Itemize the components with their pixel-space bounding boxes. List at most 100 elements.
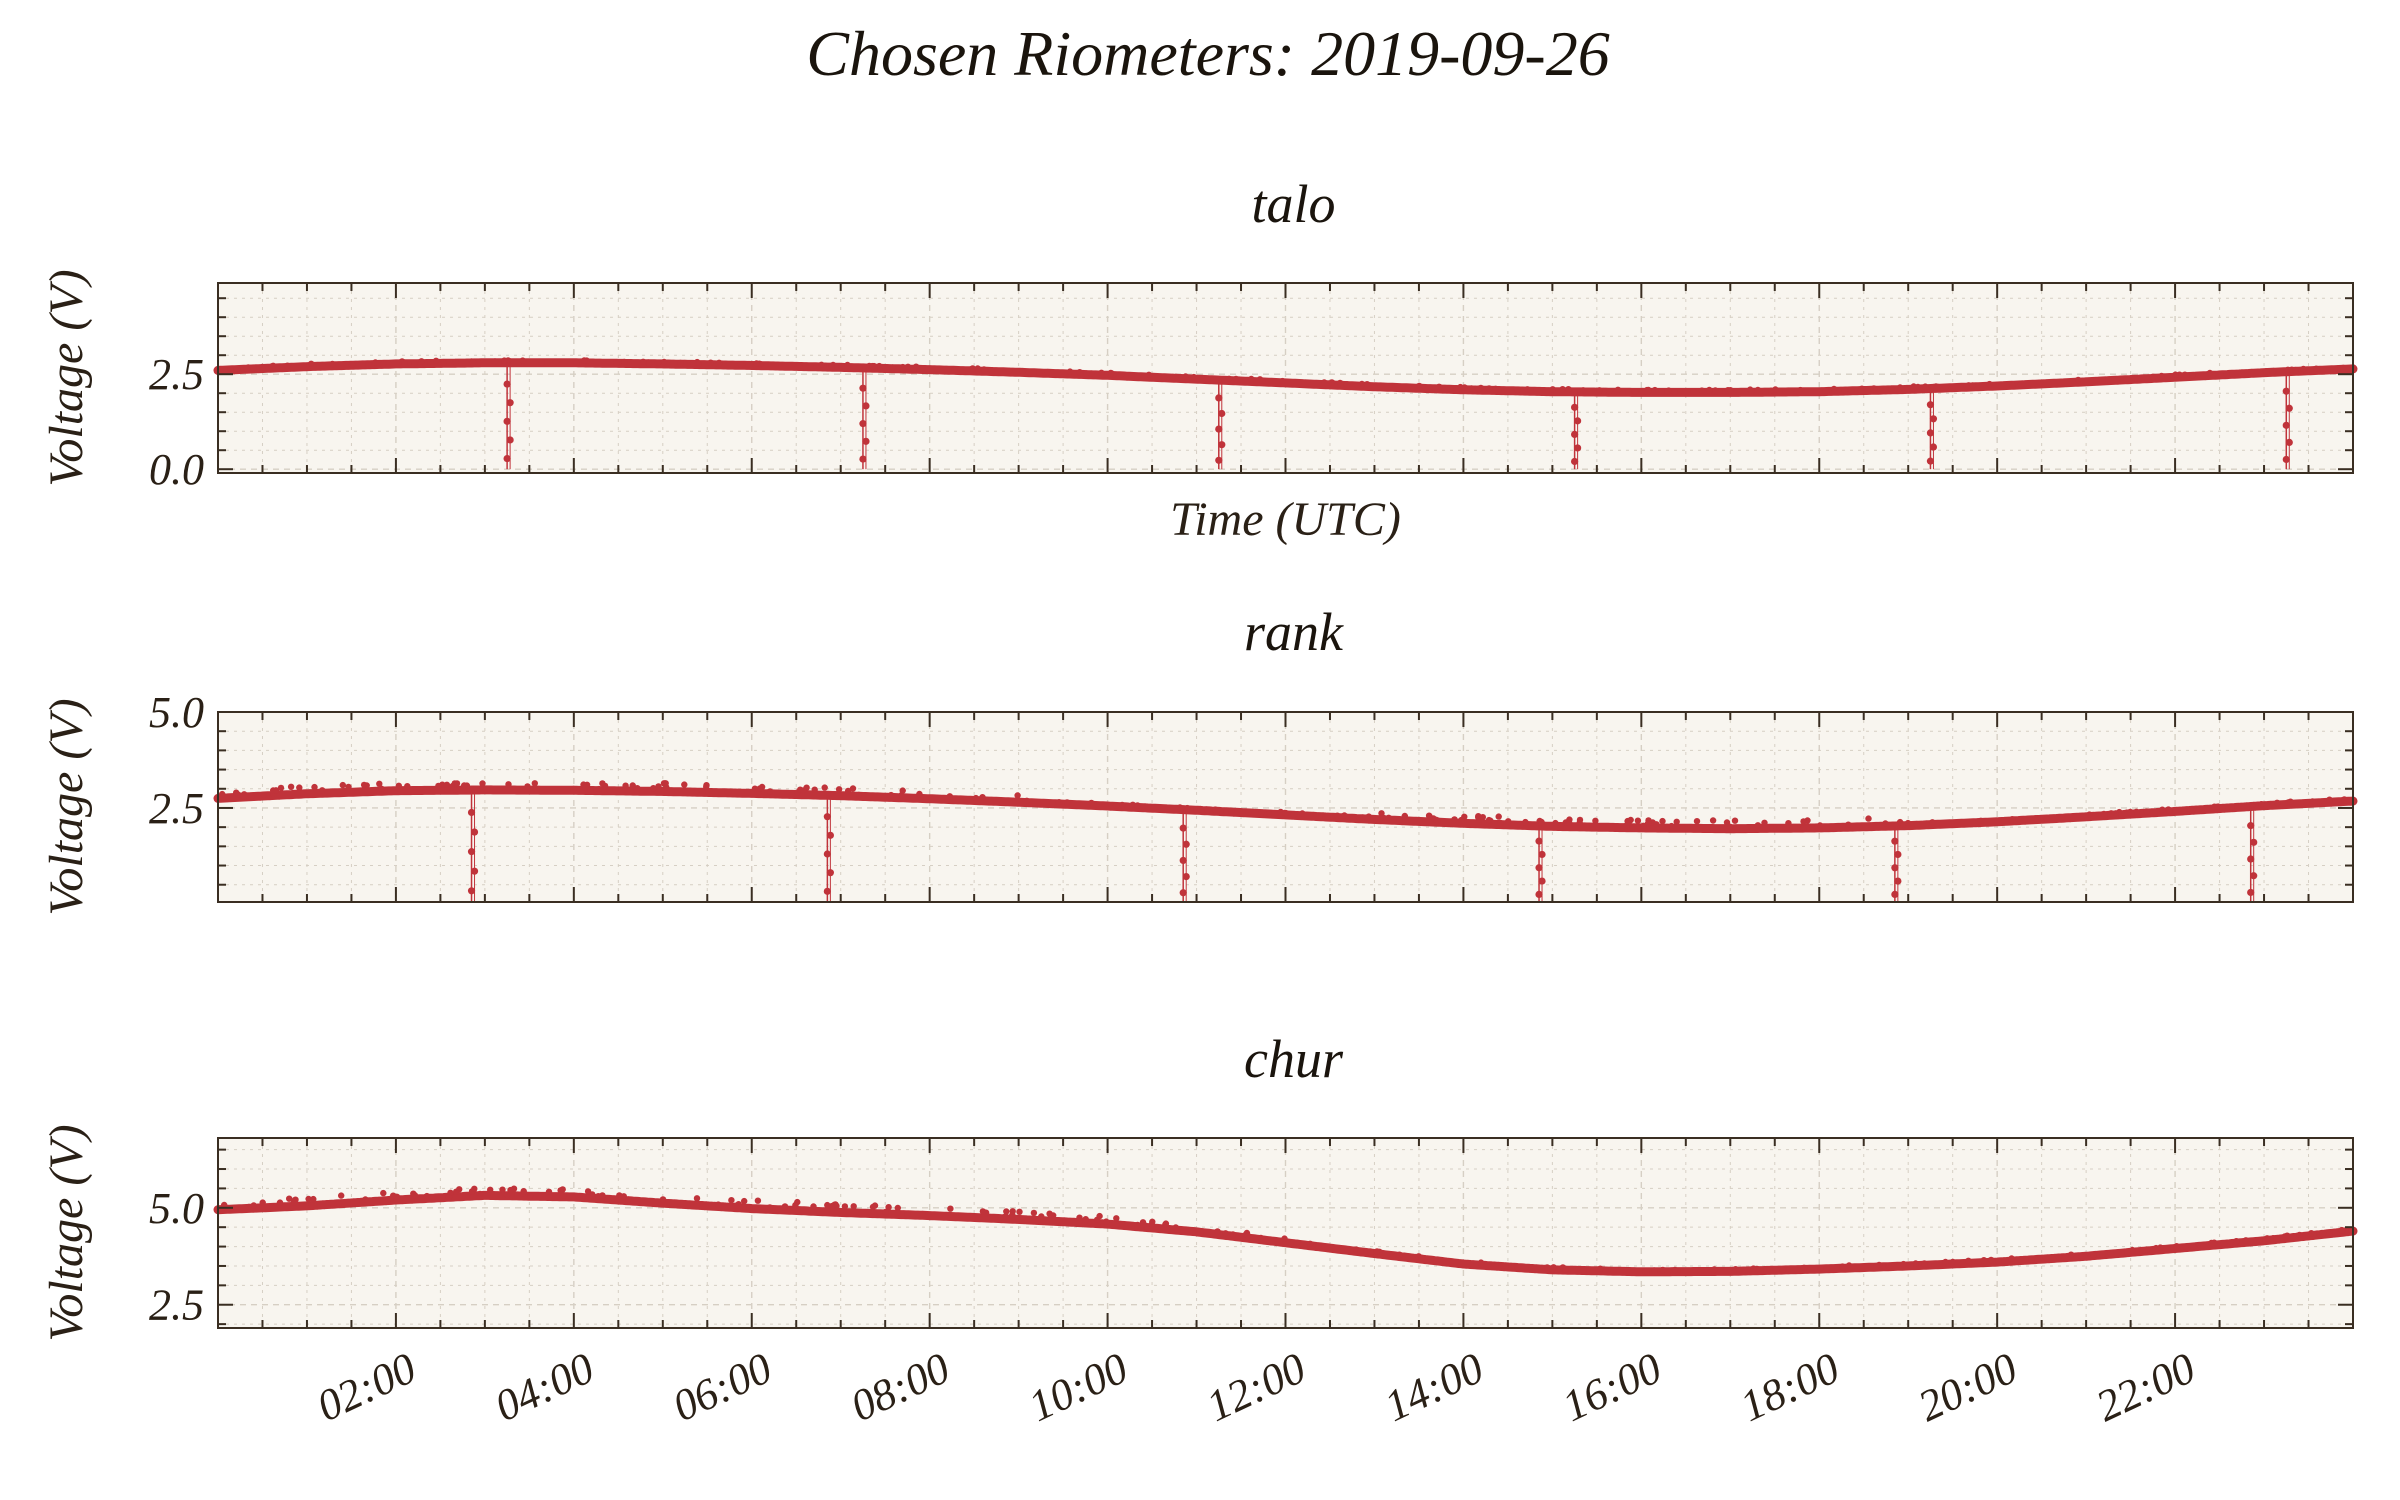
data-point — [2035, 1255, 2043, 1262]
data-point — [1668, 822, 1675, 830]
data-point — [1949, 1258, 1957, 1266]
data-point — [531, 780, 538, 787]
data-point — [2326, 796, 2333, 803]
y-axis-label: Voltage (V) — [40, 1124, 93, 1341]
data-point — [1396, 1251, 1403, 1258]
data-point — [1232, 375, 1240, 383]
data-point — [2036, 379, 2044, 386]
data-point — [545, 1188, 553, 1196]
data-point — [2208, 1239, 2215, 1247]
data-point — [1197, 1228, 1204, 1235]
data-point — [1711, 1266, 1718, 1273]
data-point — [844, 361, 851, 369]
data-point — [1485, 816, 1493, 824]
data-point — [1772, 386, 1779, 393]
data-point — [1190, 373, 1198, 381]
data-point — [969, 365, 976, 372]
data-point — [1659, 1266, 1667, 1274]
data-point — [461, 782, 468, 789]
data-point — [2220, 1240, 2228, 1247]
data-point — [1409, 384, 1417, 391]
data-point — [1934, 383, 1942, 391]
data-point — [1559, 386, 1566, 393]
data-point — [2090, 1251, 2097, 1258]
data-point — [828, 363, 835, 370]
data-point — [250, 1202, 257, 1209]
data-point — [1505, 818, 1512, 825]
data-point — [2181, 371, 2189, 378]
data-point — [2281, 1233, 2288, 1240]
data-point — [1140, 1220, 1147, 1228]
data-point — [1265, 810, 1273, 818]
dropout-spike — [503, 362, 514, 470]
data-point — [904, 363, 912, 370]
data-point — [2173, 1243, 2180, 1250]
data-point — [538, 359, 545, 366]
data-point — [570, 785, 577, 793]
data-point — [233, 789, 240, 796]
data-point — [2131, 375, 2139, 382]
data-point — [1098, 369, 1105, 376]
data-point — [372, 359, 379, 366]
data-point — [1396, 817, 1403, 824]
dropout-spike — [1571, 391, 1582, 470]
data-point — [1468, 385, 1475, 392]
data-point — [270, 362, 277, 369]
dropout-point — [1894, 850, 1902, 859]
data-point — [650, 785, 657, 792]
data-point — [1281, 1235, 1288, 1242]
dropout-point — [503, 454, 511, 463]
data-point — [1357, 1247, 1364, 1255]
data-point — [1565, 386, 1572, 393]
data-point — [582, 784, 589, 792]
data-point — [766, 1204, 774, 1211]
data-point — [499, 1186, 506, 1193]
data-point — [1169, 373, 1177, 381]
data-point — [2172, 371, 2179, 378]
data-point — [1830, 385, 1838, 393]
data-point — [1055, 799, 1063, 806]
data-point — [1795, 388, 1803, 395]
data-point — [1225, 375, 1233, 382]
data-point — [754, 1197, 762, 1204]
data-point — [889, 364, 896, 371]
data-point — [1692, 1267, 1700, 1274]
data-point — [1651, 1267, 1658, 1274]
data-point — [476, 1190, 484, 1198]
ticks — [217, 1138, 2354, 1328]
dropout-point — [859, 384, 867, 392]
data-point — [319, 362, 326, 369]
data-point — [1754, 386, 1762, 394]
data-point — [1929, 819, 1936, 826]
data-point — [1076, 369, 1083, 376]
data-point — [1134, 1221, 1141, 1229]
data-point — [1904, 819, 1912, 827]
data-point — [1766, 1266, 1774, 1273]
dropout-point — [2282, 421, 2290, 429]
data-point — [810, 1203, 817, 1210]
data-point — [1354, 382, 1362, 390]
data-point — [979, 794, 986, 801]
data-point — [2187, 806, 2194, 813]
data-point — [2326, 1229, 2333, 1236]
dropout-point — [470, 867, 479, 875]
data-point — [622, 782, 629, 789]
data-point — [287, 783, 295, 790]
data-point — [1293, 1239, 1301, 1247]
dropout-point — [503, 380, 511, 388]
data-point — [1754, 822, 1762, 829]
dropout-spike — [859, 367, 870, 470]
data-point — [469, 359, 477, 366]
data-point — [2273, 1235, 2280, 1242]
data-point — [2139, 1247, 2146, 1255]
series-talo — [213, 357, 2358, 470]
data-point — [1257, 1234, 1265, 1242]
plot-area — [218, 712, 2353, 902]
data-point — [1502, 1262, 1509, 1270]
dropout-point — [826, 831, 834, 839]
data-point — [387, 1195, 394, 1203]
data-point — [310, 1195, 317, 1203]
dropout-point — [1891, 837, 1899, 845]
dropout-point — [1535, 837, 1543, 845]
data-point — [1222, 1230, 1229, 1237]
